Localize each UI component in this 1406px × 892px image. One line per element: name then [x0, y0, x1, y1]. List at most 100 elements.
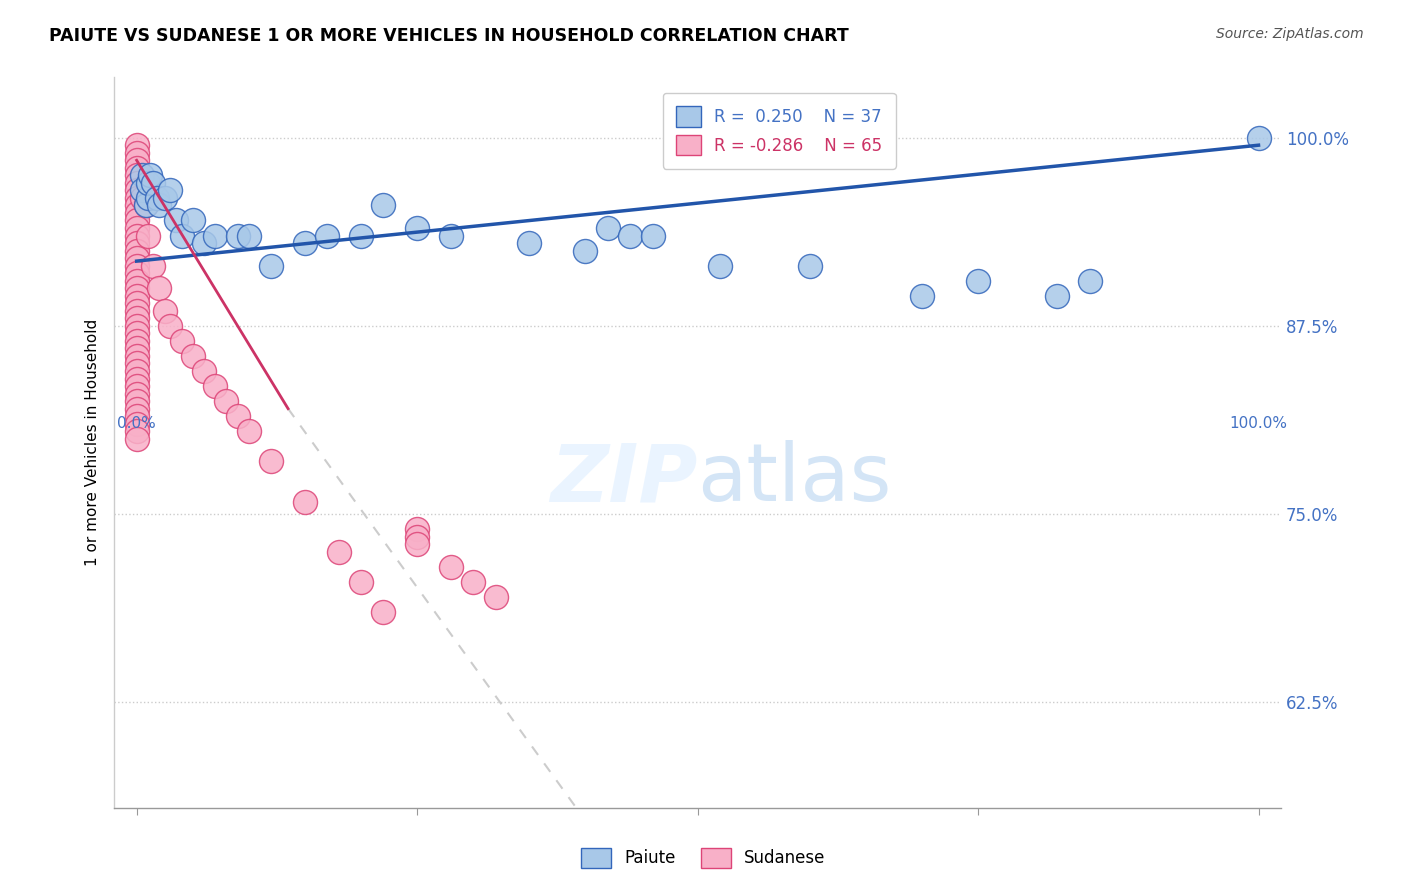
Point	[373, 605, 395, 619]
Point	[125, 235, 148, 250]
Point	[125, 176, 148, 190]
Point	[350, 228, 373, 243]
Point	[136, 191, 159, 205]
Point	[136, 228, 159, 243]
Point	[709, 259, 731, 273]
Point	[463, 574, 485, 589]
Point	[260, 259, 283, 273]
Point	[328, 544, 350, 558]
Point	[215, 394, 238, 409]
Point	[165, 213, 187, 227]
Point	[125, 356, 148, 370]
Point	[146, 191, 169, 205]
Point	[125, 138, 148, 153]
Point	[125, 161, 148, 175]
Point	[125, 289, 148, 303]
Point	[125, 417, 148, 431]
Point	[125, 326, 148, 341]
Point	[125, 221, 148, 235]
Point	[238, 228, 260, 243]
Point	[316, 228, 339, 243]
Point	[517, 235, 540, 250]
Point	[125, 424, 148, 438]
Point	[159, 318, 181, 333]
Point	[967, 274, 990, 288]
Point	[204, 228, 226, 243]
Point	[440, 228, 463, 243]
Point	[125, 318, 148, 333]
Point	[574, 244, 596, 258]
Point	[148, 281, 170, 295]
Point	[135, 198, 157, 212]
Point	[125, 228, 148, 243]
Text: 100.0%: 100.0%	[1229, 416, 1288, 431]
Text: ZIP: ZIP	[550, 440, 697, 518]
Point	[170, 228, 193, 243]
Legend: Paiute, Sudanese: Paiute, Sudanese	[574, 841, 832, 875]
Point	[181, 349, 204, 363]
Point	[125, 213, 148, 227]
Point	[294, 495, 316, 509]
Point	[619, 228, 641, 243]
Point	[131, 191, 153, 205]
Point	[911, 289, 934, 303]
Y-axis label: 1 or more Vehicles in Household: 1 or more Vehicles in Household	[86, 319, 100, 566]
Point	[153, 191, 176, 205]
Point	[170, 334, 193, 348]
Point	[125, 386, 148, 401]
Point	[125, 401, 148, 416]
Point	[125, 379, 148, 393]
Point	[596, 221, 619, 235]
Point	[131, 183, 153, 197]
Point	[142, 259, 165, 273]
Point	[193, 235, 215, 250]
Point	[1045, 289, 1067, 303]
Point	[125, 169, 148, 183]
Point	[125, 206, 148, 220]
Point	[125, 191, 148, 205]
Point	[204, 379, 226, 393]
Point	[125, 342, 148, 356]
Legend: R =  0.250    N = 37, R = -0.286    N = 65: R = 0.250 N = 37, R = -0.286 N = 65	[662, 93, 896, 169]
Point	[142, 176, 165, 190]
Text: atlas: atlas	[697, 440, 891, 518]
Point	[139, 169, 162, 183]
Point	[125, 153, 148, 168]
Point	[125, 198, 148, 212]
Text: Source: ZipAtlas.com: Source: ZipAtlas.com	[1216, 27, 1364, 41]
Point	[125, 145, 148, 160]
Point	[125, 364, 148, 378]
Point	[406, 221, 429, 235]
Point	[641, 228, 664, 243]
Point	[238, 424, 260, 438]
Point	[1078, 274, 1101, 288]
Point	[350, 574, 373, 589]
Point	[406, 537, 429, 551]
Point	[406, 530, 429, 544]
Point	[125, 244, 148, 258]
Point	[193, 364, 215, 378]
Point	[125, 251, 148, 265]
Point	[125, 371, 148, 385]
Point	[294, 235, 316, 250]
Point	[136, 176, 159, 190]
Point	[125, 259, 148, 273]
Point	[135, 198, 157, 212]
Point	[125, 394, 148, 409]
Point	[125, 349, 148, 363]
Point	[125, 409, 148, 424]
Point	[125, 311, 148, 326]
Point	[226, 409, 249, 424]
Point	[125, 281, 148, 295]
Point	[159, 183, 181, 197]
Point	[440, 559, 463, 574]
Point	[181, 213, 204, 227]
Point	[125, 334, 148, 348]
Point	[125, 274, 148, 288]
Text: 0.0%: 0.0%	[117, 416, 156, 431]
Text: PAIUTE VS SUDANESE 1 OR MORE VEHICLES IN HOUSEHOLD CORRELATION CHART: PAIUTE VS SUDANESE 1 OR MORE VEHICLES IN…	[49, 27, 849, 45]
Point	[373, 198, 395, 212]
Point	[125, 183, 148, 197]
Point	[148, 198, 170, 212]
Point	[260, 454, 283, 468]
